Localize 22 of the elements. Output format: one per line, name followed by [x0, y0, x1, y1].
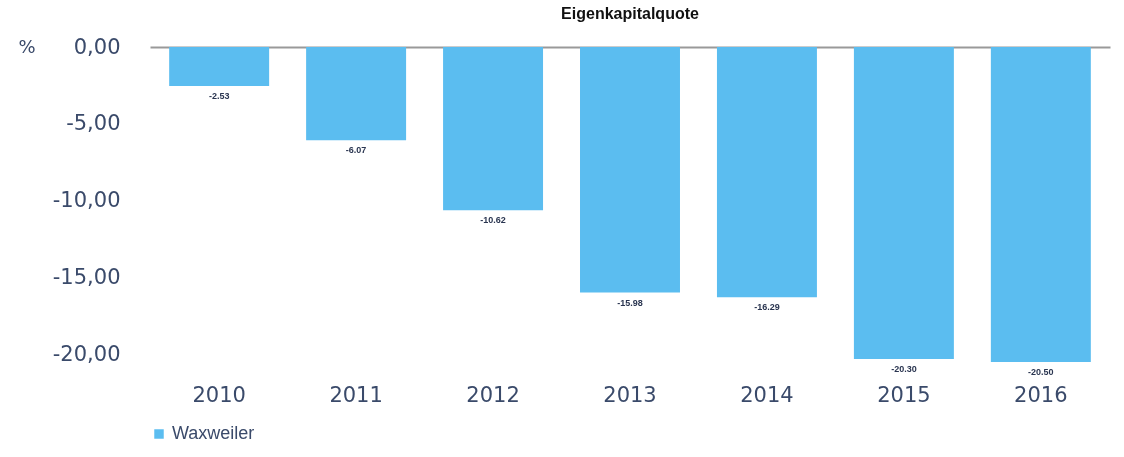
x-tick-label: 2012 [466, 382, 520, 407]
x-tick-label: 2011 [329, 382, 383, 407]
y-tick-label: -5,00 [66, 111, 121, 136]
y-tick-label: -10,00 [52, 188, 121, 213]
y-tick-label: -15,00 [52, 264, 121, 289]
y-tick-label: -20,00 [52, 341, 121, 366]
x-tick-label: 2014 [740, 382, 794, 407]
data-label: -20.30 [891, 363, 917, 374]
y-axis-title: % [18, 35, 36, 57]
y-tick-label: 0,00 [73, 34, 121, 59]
data-label: -2.53 [208, 90, 230, 101]
x-tick-label: 2016 [1014, 382, 1068, 407]
data-label: -20.50 [1028, 367, 1054, 377]
x-tick-label: 2013 [603, 382, 657, 407]
data-label: -6.07 [345, 145, 367, 156]
legend-label: Waxweiler [172, 423, 255, 443]
data-label: -15.98 [617, 297, 643, 308]
data-label: -16.29 [754, 302, 780, 313]
chart-title: Eigenkapitalquote [561, 5, 699, 22]
x-tick-label: 2015 [877, 382, 931, 407]
data-label: -10.62 [480, 215, 506, 226]
x-tick-label: 2010 [192, 382, 246, 407]
